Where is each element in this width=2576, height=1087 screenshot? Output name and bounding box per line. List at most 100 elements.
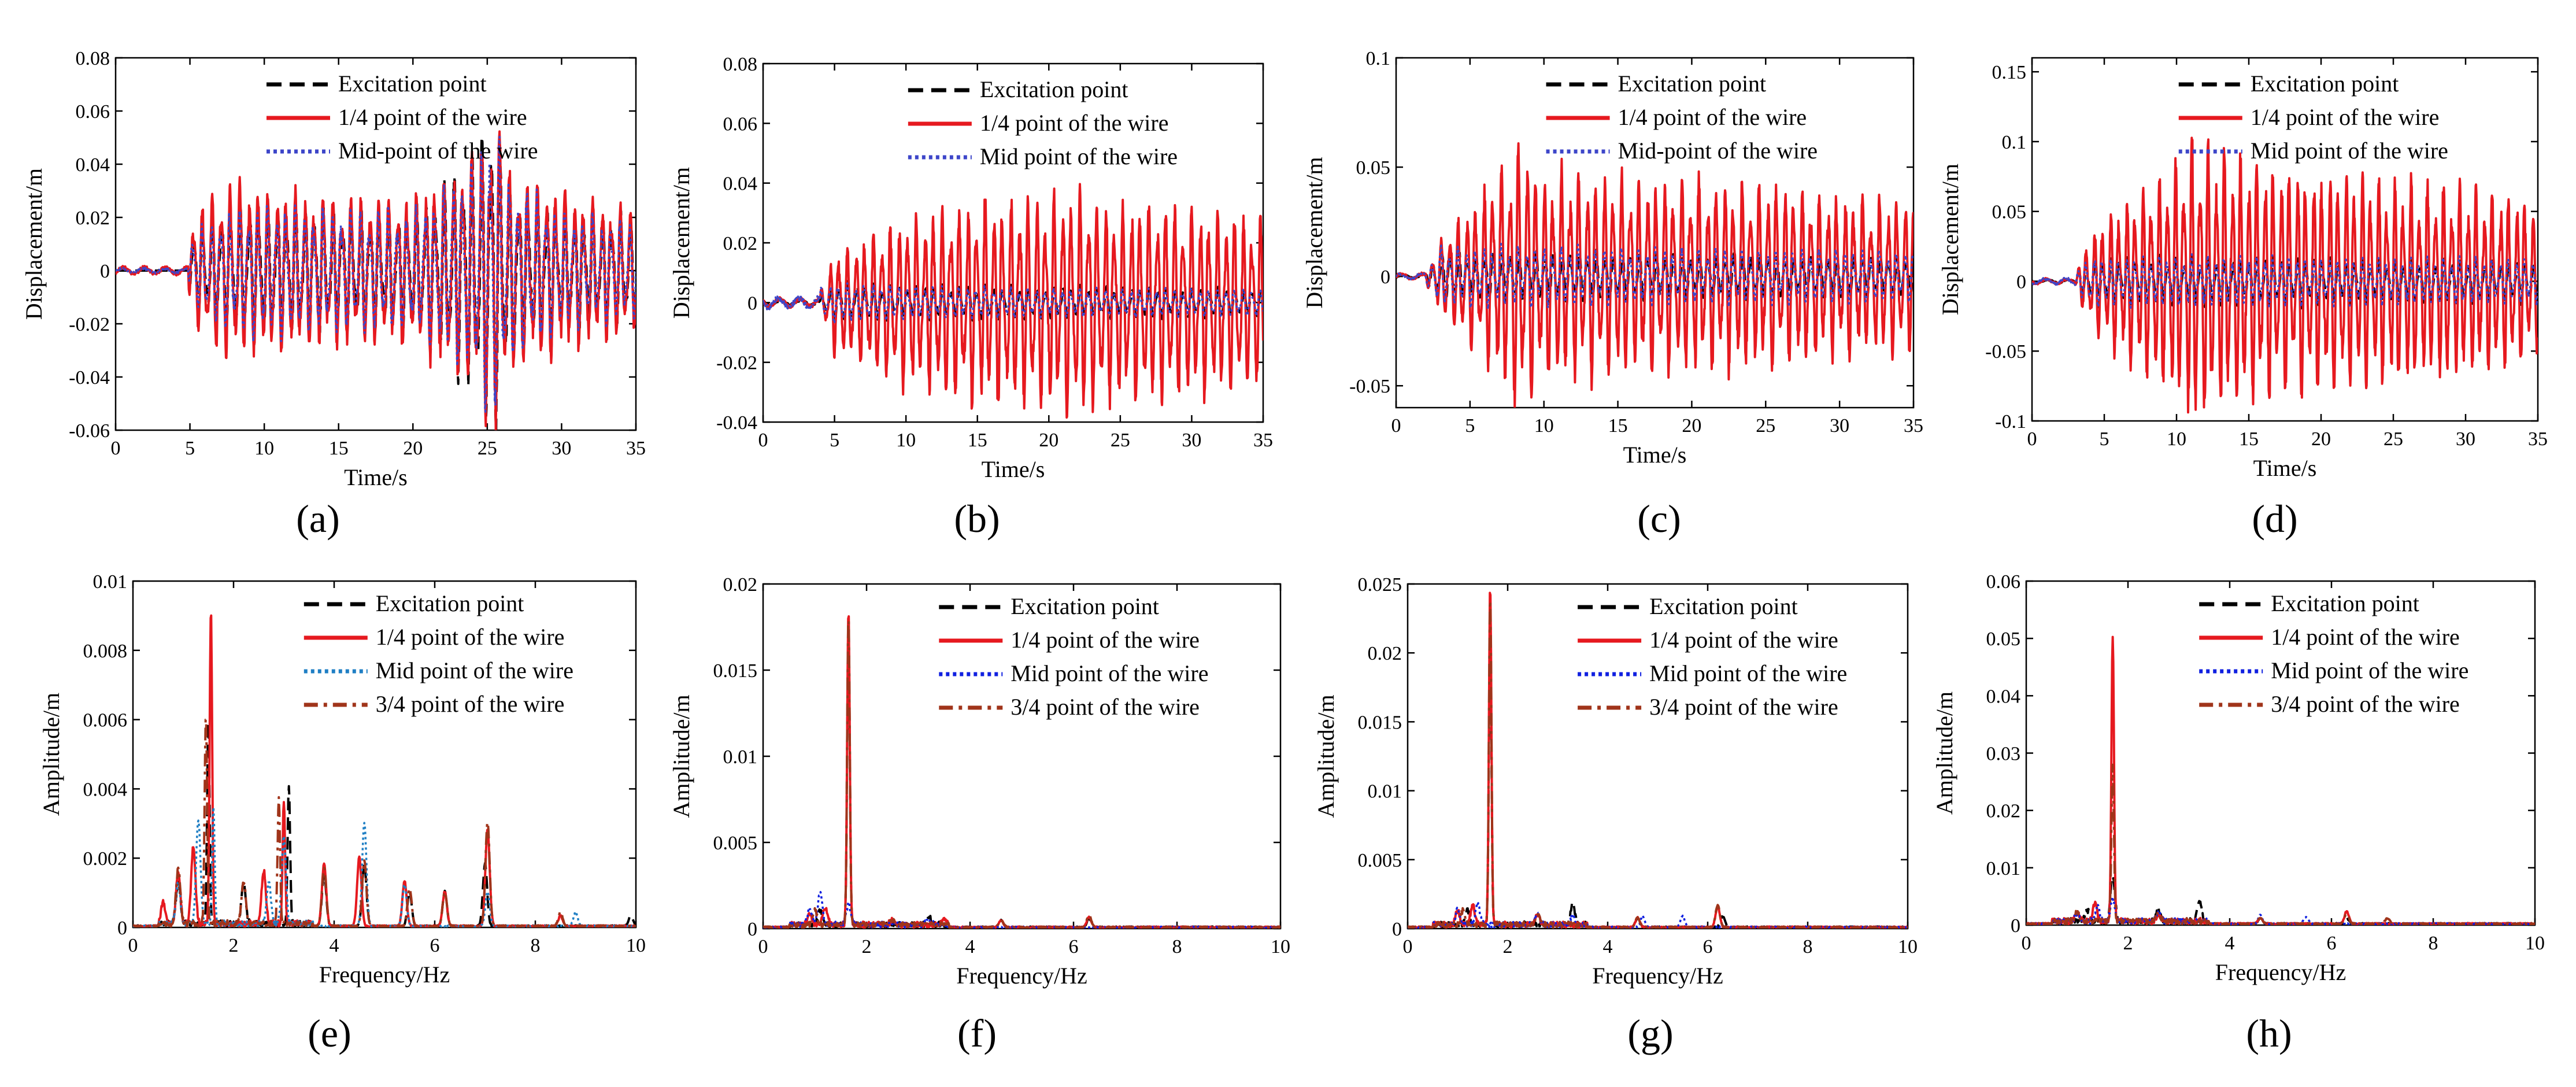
y-tick-label: 0.006 (83, 710, 128, 731)
x-tick-label: 8 (1172, 936, 1182, 957)
x-tick-label: 10 (254, 438, 274, 459)
x-tick-label: 5 (830, 430, 839, 451)
legend-label: 1/4 point of the wire (1618, 104, 1807, 130)
legend-label: 1/4 point of the wire (338, 104, 527, 130)
legend-label: 1/4 point of the wire (2251, 104, 2440, 130)
x-tick-label: 15 (329, 438, 349, 459)
plot-frame (2031, 57, 2539, 422)
legend-label: Mid point of the wire (980, 143, 1178, 169)
panel-b: 0 5 10 15 20 25 30 35 -0.04 -0.02 0 0.02 0.04 0.06 0.0… (668, 54, 1273, 541)
y-tick-label: 0 (2016, 271, 2026, 293)
x-tick-label: 30 (552, 438, 571, 459)
y-tick-label: 0.03 (1986, 744, 2021, 765)
legend-label: Mid-point of the wire (338, 138, 538, 164)
legend-label: Excitation point (376, 590, 524, 616)
y-tick-label: -0.06 (69, 420, 110, 442)
x-tick-label: 0 (758, 430, 768, 451)
x-tick-label: 6 (1703, 936, 1713, 957)
y-tick-label: -0.02 (716, 353, 757, 374)
y-tick-label: 0.01 (723, 746, 758, 768)
x-tick-label: 0 (128, 935, 138, 956)
y-tick-label: 0.05 (1992, 202, 2027, 223)
x-tick-label: 4 (1603, 936, 1613, 957)
y-tick-label: 0.02 (723, 574, 758, 596)
y-tick-label: -0.05 (1985, 341, 2026, 363)
legend-label: Mid point of the wire (376, 657, 573, 683)
x-tick-label: 15 (968, 430, 987, 451)
y-tick-label: 0 (100, 261, 110, 282)
x-tick-label: 25 (1111, 430, 1130, 451)
plot-area (2032, 136, 2538, 414)
legend-label: Mid-point of the wire (1618, 138, 1818, 164)
y-tick-label: 0.02 (723, 233, 758, 254)
panel-e: 0 2 4 6 8 10 0 0.002 0.004 0.006 0.008 0.01 Frequenc… (38, 571, 646, 1055)
legend-label: 1/4 point of the wire (376, 624, 565, 650)
x-tick-label: 0 (758, 936, 768, 957)
series-line-2 (116, 130, 636, 430)
panel-label: (e) (308, 1011, 351, 1055)
y-tick-label: 0.02 (1368, 643, 1402, 664)
x-tick-label: 10 (2167, 428, 2186, 450)
x-tick-label: 25 (478, 438, 497, 459)
legend: Excitation point 1/4 point of the wire Mid… (267, 71, 538, 164)
y-tick-label: 0.1 (2002, 132, 2027, 153)
y-tick-label: 0 (117, 918, 127, 939)
x-tick-label: 10 (1534, 415, 1554, 437)
series-line-2 (2032, 136, 2538, 414)
x-axis-label: Time/s (2253, 455, 2317, 481)
legend-label: Mid point of the wire (1011, 660, 1208, 686)
x-axis-label: Frequency/Hz (1592, 963, 1723, 989)
x-tick-label: 20 (2311, 428, 2331, 450)
y-tick-label: 0.15 (1992, 62, 2027, 83)
y-tick-label: 0.015 (713, 660, 758, 682)
series-line-3 (1396, 242, 1914, 310)
x-tick-label: 5 (185, 438, 195, 459)
y-tick-label: 0 (747, 293, 757, 314)
plot-area (1408, 591, 1908, 929)
y-tick-label: -0.04 (716, 412, 757, 434)
plot-area (763, 183, 1263, 419)
x-tick-label: 20 (1039, 430, 1058, 451)
x-tick-label: 35 (626, 438, 646, 459)
x-tick-label: 4 (965, 936, 975, 957)
legend-label: 1/4 point of the wire (980, 110, 1169, 136)
y-tick-label: -0.02 (69, 314, 110, 335)
legend-label: Mid point of the wire (2251, 138, 2448, 164)
y-tick-label: 0.05 (1986, 628, 2021, 650)
y-tick-label: 0.06 (723, 113, 758, 135)
x-tick-label: 6 (2327, 933, 2337, 954)
legend-label: Excitation point (1011, 593, 1159, 619)
x-tick-label: 30 (1830, 415, 1849, 437)
legend: Excitation point 1/4 point of the wire Mid… (908, 76, 1178, 169)
plot-area (763, 615, 1280, 929)
plot-area (116, 130, 636, 430)
series-line-3 (1408, 901, 1908, 929)
x-tick-label: 25 (1756, 415, 1775, 437)
x-axis-label: Frequency/Hz (319, 962, 450, 988)
plot-frame (114, 57, 637, 431)
legend: Excitation point 1/4 point of the wire Mid… (939, 593, 1208, 720)
x-tick-label: 25 (2383, 428, 2403, 450)
y-tick-label: 0.05 (1356, 157, 1391, 179)
x-axis-label: Frequency/Hz (956, 963, 1087, 989)
y-tick-label: 0.025 (1358, 574, 1402, 596)
x-tick-label: 10 (626, 935, 646, 956)
y-tick-label: 0.08 (723, 54, 758, 75)
legend-label: 3/4 point of the wire (2271, 691, 2460, 717)
panel-label: (d) (2252, 497, 2297, 541)
panel-f: 0 2 4 6 8 10 0 0.005 0.01 0.015 0.02 Frequency/Hz Am… (668, 574, 1290, 1055)
y-axis-label: Displacement/m (668, 167, 694, 319)
y-axis-label: Amplitude/m (668, 694, 694, 818)
x-tick-label: 2 (229, 935, 239, 956)
y-tick-label: 0 (2011, 915, 2020, 937)
legend-label: 1/4 point of the wire (1011, 627, 1200, 653)
panel-a: 0 5 10 15 20 25 30 35 -0.06 -0.04 -0.02 0 0.02 0.04 0.… (21, 48, 646, 541)
legend: Excitation point 1/4 point of the wire Mid… (2178, 71, 2448, 164)
x-tick-label: 10 (2525, 933, 2545, 954)
x-tick-label: 0 (2022, 933, 2031, 954)
series-line-3 (116, 135, 636, 413)
x-tick-label: 5 (2100, 428, 2109, 450)
x-tick-label: 30 (1182, 430, 1201, 451)
legend-label: Mid point of the wire (2271, 657, 2468, 683)
panel-label: (c) (1637, 497, 1681, 541)
